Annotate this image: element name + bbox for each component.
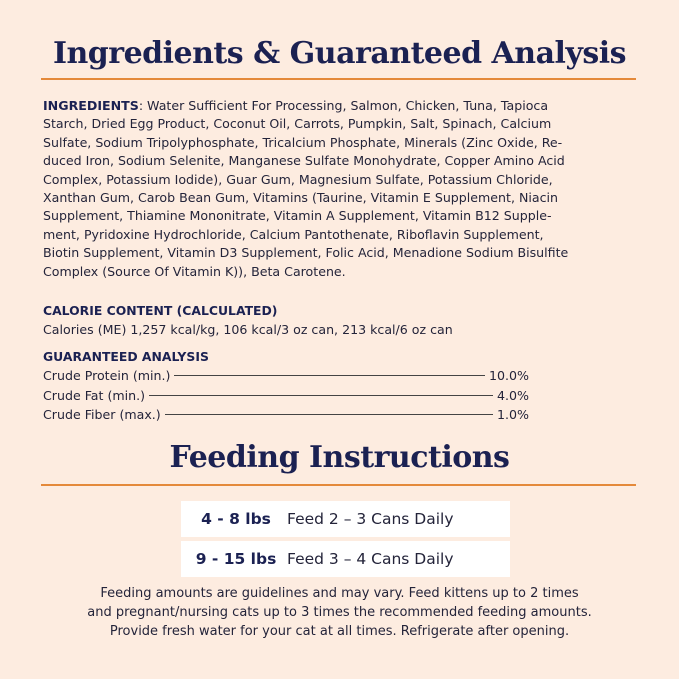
analysis-name: Crude Fat (min.): [43, 387, 146, 403]
ingredients-line: duced Iron, Sodium Selenite, Manganese S…: [43, 153, 565, 169]
divider: [41, 484, 636, 486]
leader-line: [174, 375, 485, 377]
ingredients-label: INGREDIENTS: [43, 98, 139, 113]
feeding-weight: 4 - 8 lbs: [201, 510, 271, 528]
feeding-row: 9 - 15 lbs Feed 3 – 4 Cans Daily: [181, 541, 510, 577]
analysis-row: Crude Fat (min.) 4.0%: [43, 386, 529, 406]
leader-line: [164, 414, 493, 416]
guaranteed-analysis: GUARANTEED ANALYSIS Crude Protein (min.)…: [43, 348, 529, 425]
note-line: Feeding amounts are guidelines and may v…: [100, 586, 579, 601]
ingredients-line: Sulfate, Sodium Tripolyphosphate, Trical…: [43, 134, 563, 150]
feeding-note: Feeding amounts are guidelines and may v…: [0, 584, 679, 641]
leader-line: [149, 394, 493, 396]
note-line: Provide fresh water for your cat at all …: [109, 624, 570, 639]
ingredients-line: : Water Sufficient For Processing, Salmo…: [138, 98, 549, 113]
ingredients-line: Complex, Potassium Iodide), Guar Gum, Ma…: [43, 171, 553, 187]
calorie-content: CALORIE CONTENT (CALCULATED) Calories (M…: [43, 302, 453, 339]
feeding-amount: Feed 3 – 4 Cans Daily: [287, 550, 454, 568]
note-line: and pregnant/nursing cats up to 3 times …: [87, 605, 592, 620]
ingredients-line: Complex (Source Of Vitamin K)), Beta Car…: [43, 263, 346, 279]
analysis-value: 4.0%: [497, 387, 529, 403]
analysis-value: 1.0%: [497, 407, 529, 422]
analysis-name: Crude Fiber (max.): [43, 407, 161, 422]
feeding-amount: Feed 2 – 3 Cans Daily: [287, 510, 454, 528]
analysis-row: Crude Fiber (max.) 1.0%: [43, 405, 529, 425]
ingredients-line: Starch, Dried Egg Product, Coconut Oil, …: [43, 116, 552, 132]
ingredients-line: Supplement, Thiamine Mononitrate, Vitami…: [43, 208, 552, 224]
feeding-weight: 9 - 15 lbs: [195, 550, 277, 568]
calorie-text: Calories (ME) 1,257 kcal/kg, 106 kcal/3 …: [43, 322, 453, 337]
analysis-value: 10.0%: [488, 368, 529, 383]
feeding-row: 4 - 8 lbs Feed 2 – 3 Cans Daily: [181, 501, 510, 537]
ingredients-list: INGREDIENTS: Water Sufficient For Proces…: [43, 97, 603, 281]
calorie-heading: CALORIE CONTENT (CALCULATED): [43, 303, 278, 318]
analysis-heading: GUARANTEED ANALYSIS: [43, 349, 209, 364]
ingredients-line: Biotin Supplement, Vitamin D3 Supplement…: [43, 245, 569, 261]
section-title-feeding: Feeding Instructions: [169, 440, 510, 475]
analysis-name: Crude Protein (min.): [43, 368, 171, 383]
analysis-row: Crude Protein (min.) 10.0%: [43, 366, 529, 386]
divider: [41, 78, 636, 80]
section-title-ingredients: Ingredients & Guaranteed Analysis: [52, 36, 627, 71]
ingredients-line: Xanthan Gum, Carob Bean Gum, Vitamins (T…: [43, 190, 559, 206]
ingredients-line: ment, Pyridoxine Hydrochloride, Calcium …: [43, 226, 544, 242]
